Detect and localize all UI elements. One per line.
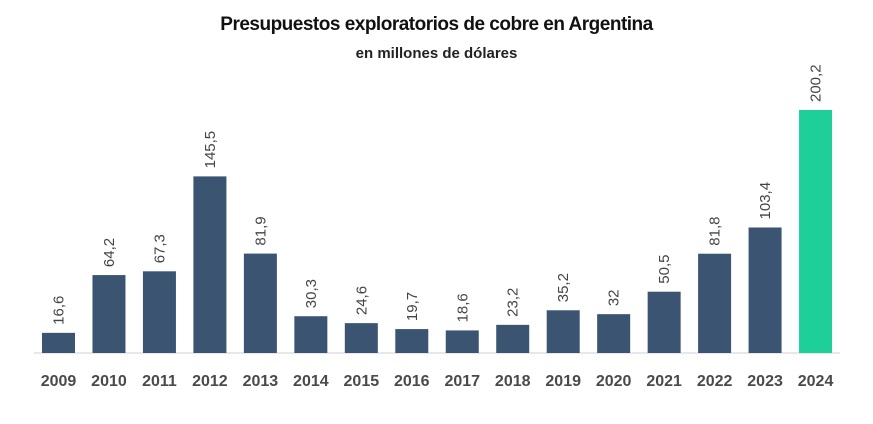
bar-2023	[748, 227, 782, 353]
chart-subtitle: en millones de dólares	[355, 45, 518, 62]
data-label-2009: 16,6	[51, 296, 68, 325]
bar-2010	[92, 275, 126, 353]
data-label-2022: 81,8	[707, 217, 724, 246]
bar-2017	[445, 330, 479, 353]
bar-2009	[42, 332, 75, 353]
x-tick-2020: 2020	[596, 373, 632, 390]
x-tick-2009: 2009	[41, 373, 77, 390]
bar-2015	[344, 323, 378, 353]
data-label-2012: 145,5	[202, 131, 219, 169]
x-tick-2015: 2015	[344, 373, 380, 390]
x-tick-2023: 2023	[747, 373, 783, 390]
x-tick-2024: 2024	[798, 373, 834, 390]
data-label-2019: 35,2	[555, 273, 572, 302]
data-label-2011: 67,3	[151, 234, 168, 263]
bar-2014	[294, 316, 328, 353]
data-label-2021: 50,5	[656, 255, 673, 284]
x-tick-2021: 2021	[646, 373, 682, 390]
x-tick-2016: 2016	[394, 373, 430, 390]
bar-2011	[142, 271, 176, 353]
bar-2022	[698, 253, 732, 353]
x-tick-2022: 2022	[697, 373, 733, 390]
bar-2021	[647, 291, 681, 353]
data-label-2016: 19,7	[404, 292, 421, 321]
data-label-2013: 81,9	[252, 216, 269, 245]
x-tick-2019: 2019	[545, 373, 581, 390]
chart-title: Presupuestos exploratorios de cobre en A…	[220, 14, 653, 35]
data-label-2010: 64,2	[101, 238, 118, 267]
data-label-2014: 30,3	[303, 279, 320, 308]
data-label-2017: 18,6	[454, 293, 471, 322]
x-tick-2010: 2010	[91, 373, 127, 390]
x-tick-2011: 2011	[142, 373, 177, 390]
x-tick-2014: 2014	[293, 373, 329, 390]
x-tick-2018: 2018	[495, 373, 531, 390]
data-label-2024: 200,2	[808, 64, 825, 102]
bar-2016	[395, 329, 429, 353]
x-tick-2017: 2017	[444, 373, 480, 390]
bar-2024	[799, 110, 833, 353]
bar-2019	[546, 310, 580, 353]
data-label-2015: 24,6	[353, 286, 370, 315]
data-label-2020: 32	[606, 289, 623, 306]
bar-2020	[597, 314, 631, 353]
x-tick-2013: 2013	[243, 373, 279, 390]
bar-2013	[243, 253, 277, 353]
bar-2018	[496, 324, 530, 353]
x-tick-2012: 2012	[192, 373, 228, 390]
bar-2012	[193, 176, 227, 353]
data-label-2018: 23,2	[505, 288, 522, 317]
data-label-2023: 103,4	[757, 182, 774, 220]
